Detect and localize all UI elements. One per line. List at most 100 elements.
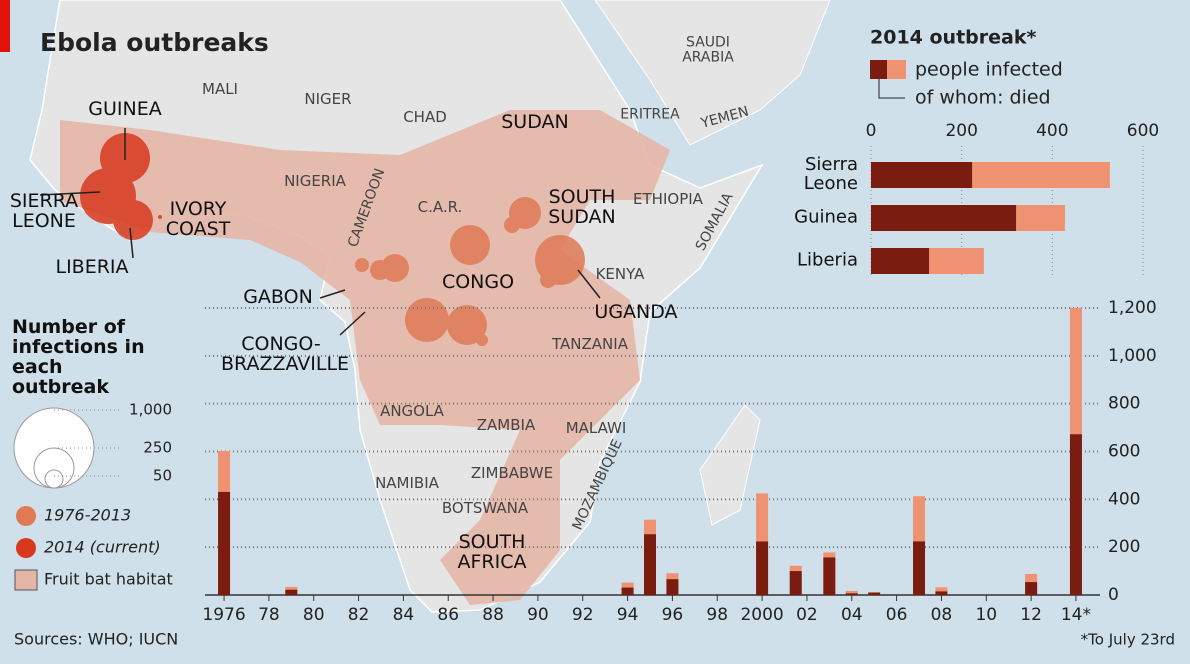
- legend-label: of whom: died: [915, 87, 1051, 109]
- x-tick-label: 98: [706, 605, 728, 625]
- leader-lines: [39, 128, 601, 336]
- bar: [756, 541, 769, 595]
- bar: [621, 587, 634, 595]
- y-tick-label: 1,200: [1108, 298, 1157, 318]
- bar: [871, 162, 973, 188]
- x-tick-label: 92: [572, 605, 594, 625]
- map-label: SIERRA LEONE: [9, 190, 79, 232]
- map-label: SOUTH SUDAN: [548, 186, 616, 228]
- x-tick-label: 84: [393, 605, 415, 625]
- x-tick-label: 200: [945, 121, 977, 141]
- x-tick-label: 2000: [740, 605, 783, 625]
- map-label: ANGOLA: [380, 402, 444, 421]
- y-tick-label: 0: [1108, 585, 1119, 605]
- legend-leader: [878, 79, 905, 99]
- legend-label: 1976-2013: [44, 506, 131, 525]
- map-label: LIBERIA: [55, 256, 129, 279]
- x-tick-label: 82: [348, 605, 370, 625]
- map-label: GABON: [243, 286, 313, 309]
- x-tick-label: 0: [866, 121, 877, 141]
- map-label: CHAD: [403, 108, 447, 127]
- bar: [1069, 434, 1082, 595]
- 2014-outbreaks: [80, 133, 162, 240]
- bar: [218, 491, 231, 595]
- source: Sources: WHO; IUCN: [14, 630, 178, 649]
- bubble-size-label: 50: [153, 467, 172, 485]
- legend-swatch: [16, 506, 36, 526]
- map-label: SAUDI ARABIA: [682, 34, 734, 65]
- map-label: TANZANIA: [552, 335, 628, 354]
- bar: [871, 205, 1017, 231]
- legend-swatch: [16, 538, 36, 558]
- bubble-legend-circle: [44, 469, 64, 489]
- x-tick-label: 86: [437, 605, 459, 625]
- legend-label: Fruit bat habitat: [44, 570, 173, 589]
- x-tick-label: 88: [482, 605, 504, 625]
- x-tick-label: 06: [886, 605, 908, 625]
- x-tick-label: 80: [303, 605, 325, 625]
- chart-title: 2014 outbreak*: [870, 27, 1036, 49]
- map-label: NIGER: [304, 90, 352, 109]
- y-tick-label: 800: [1108, 394, 1140, 414]
- accent-bar: [0, 0, 10, 52]
- bar: [845, 590, 858, 595]
- x-tick-label: 90: [527, 605, 549, 625]
- x-tick-label: 78: [258, 605, 280, 625]
- map-label: NAMIBIA: [375, 474, 439, 493]
- title: Ebola outbreaks: [40, 28, 269, 57]
- map-label: NIGERIA: [284, 172, 346, 191]
- map-label: UGANDA: [594, 301, 678, 324]
- bubble-legend-title: Number of infections in each outbreak: [12, 316, 145, 398]
- map-label: ZIMBABWE: [470, 464, 554, 483]
- x-tick-label: 08: [931, 605, 953, 625]
- map-label: ZAMBIA: [476, 416, 536, 435]
- category-label: Sierra Leone: [803, 154, 858, 194]
- x-tick-label: 600: [1127, 121, 1159, 141]
- map-label: C.A.R.: [417, 198, 463, 217]
- map-label: MALAWI: [565, 419, 627, 438]
- map-label: ETHIOPIA: [633, 190, 703, 209]
- map-label: ERITREA: [620, 106, 680, 123]
- bat-habitat: [60, 110, 670, 605]
- arabia: [594, 0, 831, 146]
- bubble-size-label: 250: [143, 439, 172, 457]
- legend-label: 2014 (current): [44, 538, 161, 557]
- x-tick-label: 04: [841, 605, 863, 625]
- map-label: CONGO-BRAZZAVILLE: [221, 333, 350, 375]
- map-label: KENYA: [595, 265, 645, 284]
- map-label: IVORY COAST: [165, 198, 231, 240]
- bar: [644, 534, 656, 595]
- x-tick-label: 14*: [1061, 605, 1091, 625]
- map-label: GUINEA: [88, 98, 162, 121]
- map-label: MALI: [202, 80, 238, 99]
- x-tick-label: 12: [1020, 605, 1042, 625]
- bar: [285, 589, 298, 595]
- x-tick-label: 400: [1036, 121, 1068, 141]
- bar: [666, 579, 679, 595]
- bar: [1025, 582, 1038, 595]
- map-label: SUDAN: [501, 111, 569, 134]
- bar: [845, 593, 858, 595]
- legend-label: people infected: [915, 59, 1063, 81]
- bar: [868, 592, 881, 595]
- category-label: Liberia: [797, 249, 858, 271]
- category-label: Guinea: [794, 206, 858, 228]
- bar: [823, 557, 836, 595]
- footnote: *To July 23rd: [1081, 631, 1175, 649]
- legend-swatch: [870, 60, 887, 79]
- y-tick-label: 1,000: [1108, 346, 1157, 366]
- y-tick-label: 400: [1108, 489, 1140, 509]
- bar: [789, 571, 802, 595]
- bubble-size-label: 1,000: [129, 401, 172, 419]
- bar: [871, 248, 930, 274]
- bar: [913, 541, 926, 595]
- x-tick-label: 10: [975, 605, 997, 625]
- map-label: SOUTH AFRICA: [457, 531, 527, 573]
- x-tick-label: 1976: [202, 605, 245, 625]
- y-tick-label: 600: [1108, 442, 1140, 462]
- bar: [935, 591, 948, 595]
- x-tick-label: 96: [662, 605, 684, 625]
- bar: [935, 587, 948, 595]
